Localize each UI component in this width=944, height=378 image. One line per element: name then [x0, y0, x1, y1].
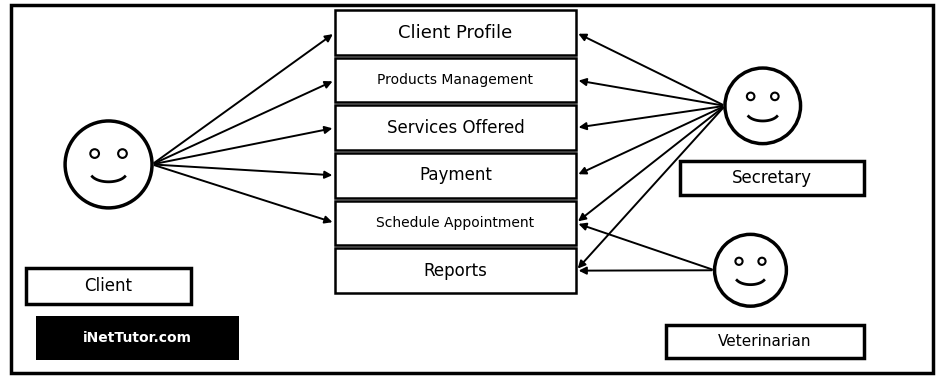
Bar	[335, 105, 576, 150]
Ellipse shape	[735, 258, 743, 265]
Bar	[335, 58, 576, 102]
Bar	[680, 161, 864, 195]
Bar	[335, 10, 576, 55]
Ellipse shape	[118, 149, 126, 158]
Bar	[335, 153, 576, 198]
Text: Reports: Reports	[424, 262, 487, 280]
Ellipse shape	[65, 121, 152, 208]
Bar	[666, 325, 864, 358]
Text: Services Offered: Services Offered	[387, 119, 524, 137]
Text: Veterinarian: Veterinarian	[717, 334, 812, 349]
Text: Client Profile: Client Profile	[398, 23, 513, 42]
Text: Schedule Appointment: Schedule Appointment	[377, 216, 534, 230]
Ellipse shape	[771, 93, 779, 100]
Ellipse shape	[715, 234, 786, 306]
Ellipse shape	[725, 68, 801, 144]
Ellipse shape	[758, 258, 766, 265]
Ellipse shape	[91, 149, 99, 158]
Text: Payment: Payment	[419, 166, 492, 184]
Bar	[335, 201, 576, 245]
Ellipse shape	[747, 93, 754, 100]
Text: Secretary: Secretary	[732, 169, 812, 187]
Text: Client: Client	[85, 277, 132, 295]
Bar	[26, 268, 191, 304]
Text: Products Management: Products Management	[378, 73, 533, 87]
Bar	[36, 316, 239, 360]
Text: iNetTutor.com: iNetTutor.com	[83, 331, 192, 345]
Bar	[335, 248, 576, 293]
